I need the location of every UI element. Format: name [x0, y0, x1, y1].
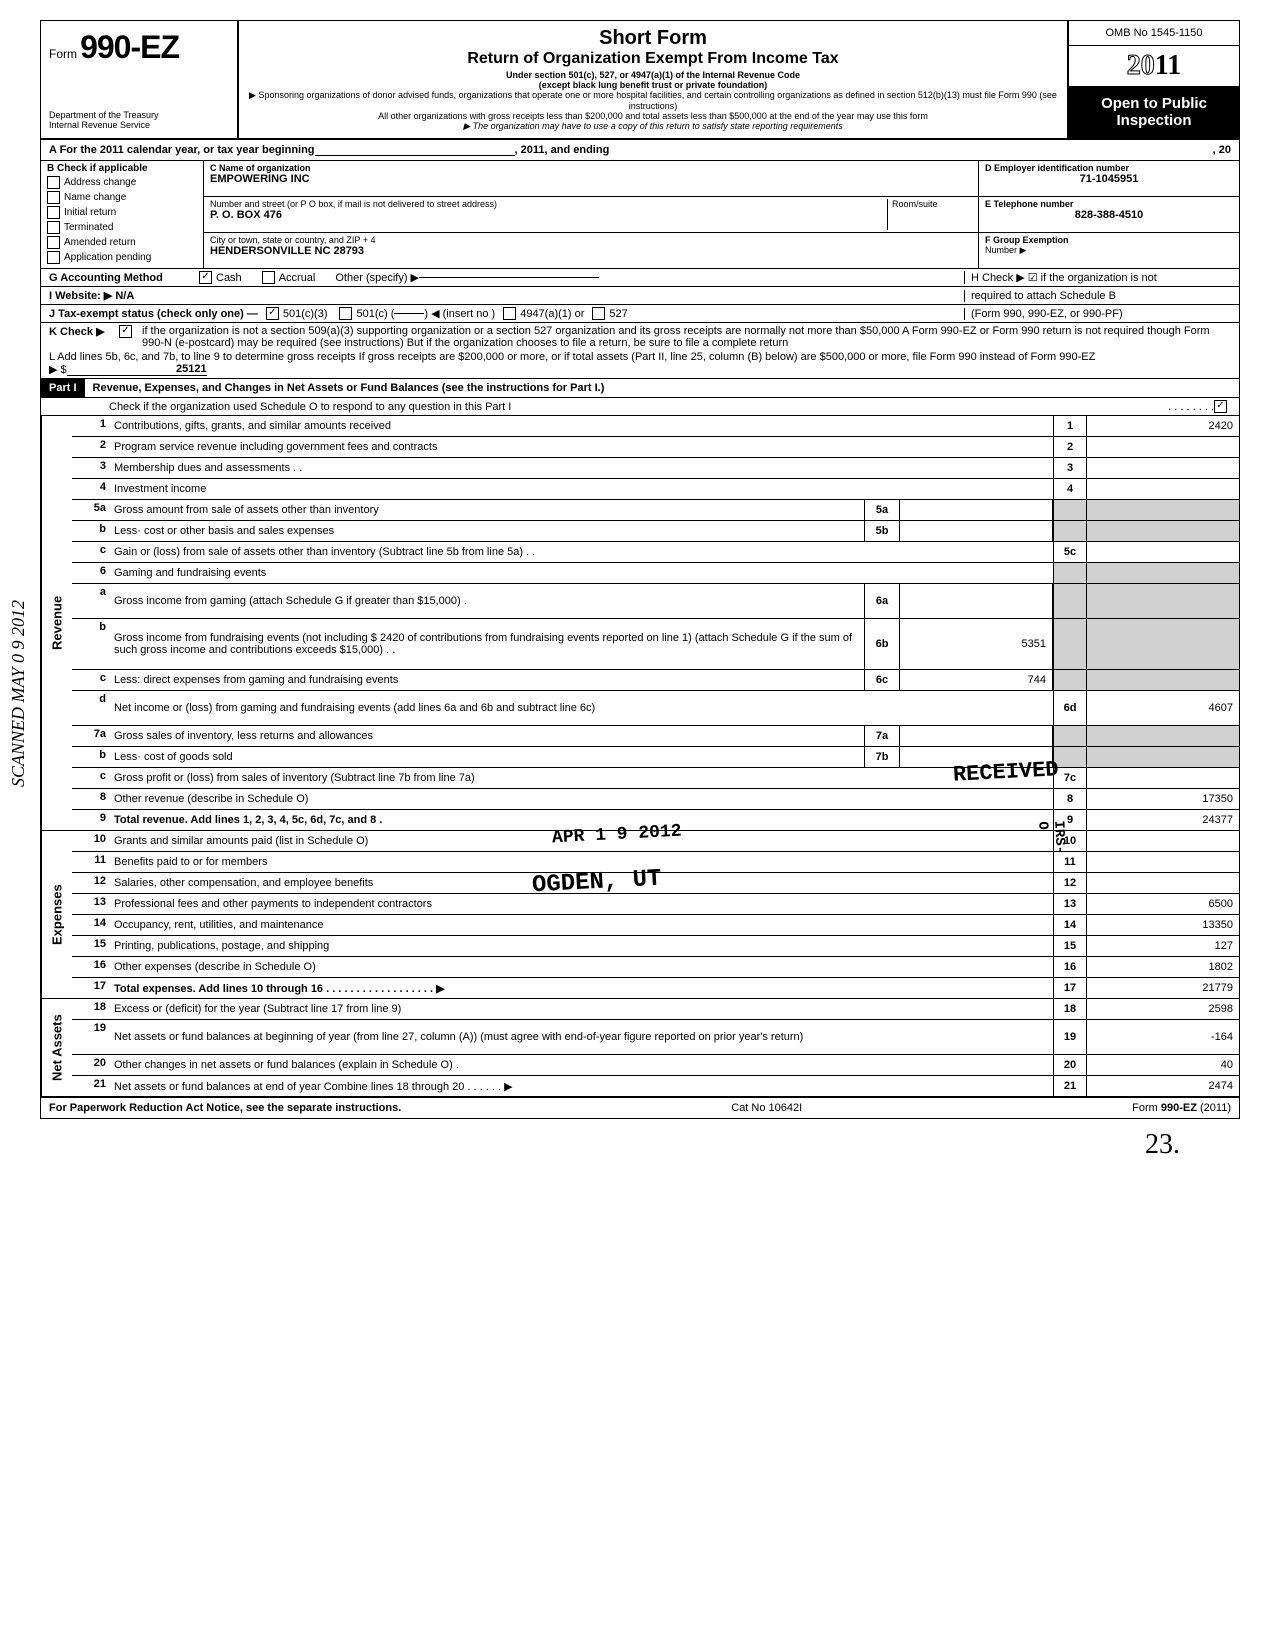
part-1-check: Check if the organization used Schedule …: [41, 398, 1239, 416]
net-assets-section: Net Assets 18Excess or (deficit) for the…: [41, 999, 1239, 1098]
phone: 828-388-4510: [985, 209, 1233, 221]
revenue-section: Revenue 1Contributions, gifts, grants, a…: [41, 416, 1239, 831]
note-other-orgs: All other organizations with gross recei…: [249, 111, 1057, 121]
net-assets-label: Net Assets: [41, 999, 72, 1096]
omb-number: OMB No 1545-1150: [1069, 21, 1239, 46]
note-sponsoring: ▶ Sponsoring organizations of donor advi…: [249, 90, 1057, 111]
expenses-label: Expenses: [41, 831, 72, 998]
section-identity: B Check if applicable Address change Nam…: [41, 161, 1239, 269]
h-check: H Check ▶ ☑ if the organization is not: [964, 271, 1231, 284]
c-name-label: C Name of organization: [210, 163, 972, 173]
gross-receipts-total: 25121: [67, 363, 207, 376]
org-address: P. O. BOX 476: [210, 209, 887, 221]
checkbox-527[interactable]: [592, 307, 605, 320]
f-label: F Group Exemption: [985, 235, 1233, 245]
title-short-form: Short Form: [249, 27, 1057, 50]
open-to-public: Open to Public Inspection: [1069, 87, 1239, 138]
col-c-org-info: C Name of organization EMPOWERING INC Nu…: [204, 161, 979, 268]
tax-year: 2011: [1069, 46, 1239, 87]
dept-irs: Internal Revenue Service: [49, 120, 229, 130]
row-j-tax-exempt: J Tax-exempt status (check only one) — ✓…: [41, 305, 1239, 323]
checkbox-501c[interactable]: [339, 307, 352, 320]
col-b-checkboxes: B Check if applicable Address change Nam…: [41, 161, 204, 268]
col-def: D Employer identification number 71-1045…: [979, 161, 1239, 268]
form-prefix: Form: [49, 47, 77, 61]
part-1-header: Part I Revenue, Expenses, and Changes in…: [41, 379, 1239, 398]
revenue-label: Revenue: [41, 416, 72, 830]
header-left: Form 990-EZ Department of the Treasury I…: [41, 21, 239, 138]
checkbox-501c3[interactable]: ✓: [266, 307, 279, 320]
footer-form: Form 990-EZ (2011): [1132, 1102, 1231, 1114]
org-name: EMPOWERING INC: [210, 173, 972, 185]
checkbox-amended[interactable]: [47, 236, 60, 249]
row-l: L Add lines 5b, 6c, and 7b, to line 9 to…: [41, 349, 1239, 379]
checkbox-4947[interactable]: [503, 307, 516, 320]
d-label: D Employer identification number: [985, 163, 1233, 173]
checkbox-terminated[interactable]: [47, 221, 60, 234]
scanned-stamp: SCANNED MAY 0 9 2012: [8, 600, 29, 787]
header-center: Short Form Return of Organization Exempt…: [239, 21, 1067, 138]
title-return: Return of Organization Exempt From Incom…: [249, 50, 1057, 68]
part-1-title: Revenue, Expenses, and Changes in Net As…: [85, 379, 1239, 397]
city-label: City or town, state or country, and ZIP …: [210, 235, 972, 245]
subtitle-except: (except black lung benefit trust or priv…: [249, 80, 1057, 90]
f-label2: Number ▶: [985, 245, 1233, 256]
checkbox-k[interactable]: ✓: [119, 325, 132, 338]
checkbox-schedule-o[interactable]: ✓: [1214, 400, 1227, 413]
org-city: HENDERSONVILLE NC 28793: [210, 245, 972, 257]
footer-cat: Cat No 10642I: [731, 1102, 802, 1114]
part-1-label: Part I: [41, 379, 85, 397]
checkbox-initial-return[interactable]: [47, 206, 60, 219]
checkbox-app-pending[interactable]: [47, 251, 60, 264]
row-g-accounting: G Accounting Method ✓Cash Accrual Other …: [41, 269, 1239, 287]
dept-treasury: Department of the Treasury: [49, 110, 229, 120]
b-header: B Check if applicable: [47, 163, 197, 174]
checkbox-accrual[interactable]: [262, 271, 275, 284]
handwritten-page-number: 23.: [40, 1129, 1240, 1161]
subtitle-section: Under section 501(c), 527, or 4947(a)(1)…: [249, 70, 1057, 80]
e-label: E Telephone number: [985, 199, 1233, 209]
row-k: K Check ▶ ✓ if the organization is not a…: [41, 323, 1239, 349]
footer: For Paperwork Reduction Act Notice, see …: [41, 1098, 1239, 1118]
row-a-tax-year: A For the 2011 calendar year, or tax yea…: [41, 140, 1239, 161]
checkbox-name-change[interactable]: [47, 191, 60, 204]
expenses-section: Expenses 10Grants and similar amounts pa…: [41, 831, 1239, 999]
row-i-website: I Website: ▶ N/A required to attach Sche…: [41, 287, 1239, 305]
ein: 71-1045951: [985, 173, 1233, 185]
room-label: Room/suite: [892, 199, 972, 209]
checkbox-address-change[interactable]: [47, 176, 60, 189]
form-header: Form 990-EZ Department of the Treasury I…: [41, 21, 1239, 140]
form-number: 990-EZ: [80, 29, 179, 65]
checkbox-cash[interactable]: ✓: [199, 271, 212, 284]
addr-label: Number and street (or P O box, if mail i…: [210, 199, 887, 209]
header-right: OMB No 1545-1150 2011 Open to Public Ins…: [1067, 21, 1239, 138]
form-990ez: Form 990-EZ Department of the Treasury I…: [40, 20, 1240, 1119]
note-copy: ▶ The organization may have to use a cop…: [249, 121, 1057, 132]
footer-paperwork: For Paperwork Reduction Act Notice, see …: [49, 1102, 401, 1114]
